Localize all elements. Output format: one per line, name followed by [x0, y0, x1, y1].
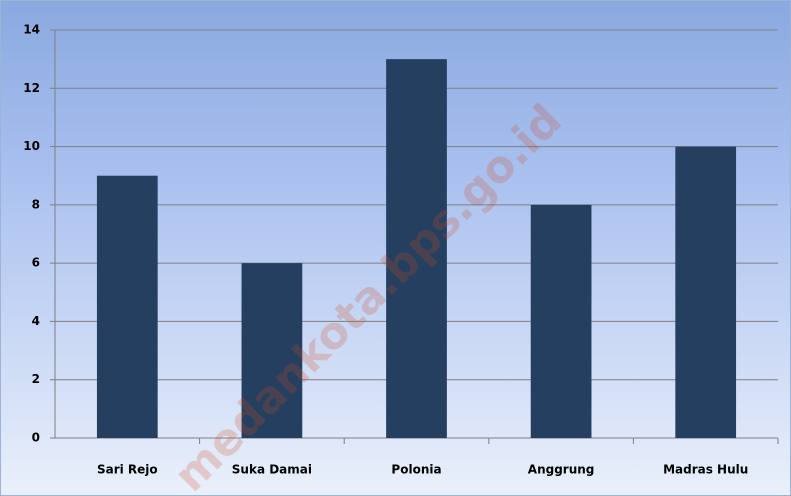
- y-tick-label: 0: [32, 431, 40, 445]
- bar: [675, 146, 737, 439]
- x-tick-label: Polonia: [391, 463, 441, 477]
- y-tick-label: 14: [23, 23, 40, 37]
- y-tick-label: 4: [32, 314, 40, 328]
- x-tick-label: Madras Hulu: [663, 463, 748, 477]
- bar: [530, 204, 592, 438]
- y-tick-label: 8: [32, 197, 40, 211]
- bar: [241, 263, 303, 438]
- x-tick-label: Anggrung: [528, 463, 595, 477]
- y-tick-label: 6: [32, 256, 40, 270]
- y-tick-label: 12: [23, 81, 40, 95]
- bar: [96, 175, 158, 438]
- x-tick-label: Sari Rejo: [97, 463, 158, 477]
- bar: [386, 59, 447, 439]
- x-tick-label: Suka Damai: [232, 463, 312, 477]
- y-tick-label: 10: [23, 139, 40, 153]
- y-tick-label: 2: [32, 372, 40, 386]
